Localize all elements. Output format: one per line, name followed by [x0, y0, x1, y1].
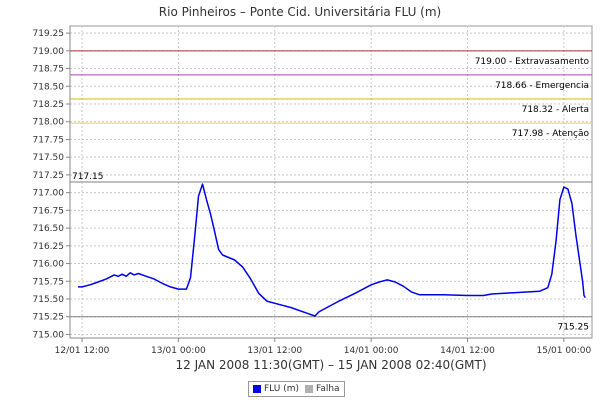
y-tick-label: 717.25: [33, 171, 65, 181]
y-tick-label: 717.50: [33, 153, 65, 163]
y-tick-label: 718.00: [33, 118, 65, 128]
y-tick-label: 719.25: [33, 29, 65, 39]
y-tick-label: 715.50: [33, 295, 65, 305]
reference-line-label: 717.98 - Atenção: [512, 129, 590, 139]
legend-item-falha: Falha: [304, 384, 340, 394]
reference-line-label: 719.00 - Extravasamento: [475, 57, 590, 67]
y-tick-label: 717.75: [33, 135, 65, 145]
reference-lines: 719.00 - Extravasamento 718.66 - Emergenc…: [70, 50, 592, 333]
x-tick-label: 12/01 12:00: [55, 346, 110, 356]
x-axis-title: 12 JAN 2008 11:30(GMT) – 15 JAN 2008 02:…: [175, 358, 486, 372]
y-tick-label: 716.50: [33, 224, 65, 234]
y-gridlines: [70, 32, 592, 335]
y-tick-label: 716.25: [33, 242, 65, 252]
y-tick-label: 715.00: [33, 330, 65, 340]
series-line-flu: [78, 183, 586, 317]
x-tick-label: 15/01 00:00: [537, 346, 592, 356]
y-tick-label: 715.25: [33, 313, 65, 323]
x-tick-label: 13/01 00:00: [151, 346, 206, 356]
y-axis: 715.00 715.25 715.50 715.75 716.00 716.25 716.…: [33, 26, 71, 340]
legend-item-flu: FLU (m): [253, 384, 299, 394]
series-layer: [78, 183, 586, 317]
y-tick-label: 716.00: [33, 260, 65, 270]
legend: FLU (m) Falha: [248, 381, 345, 397]
legend-swatch-flu: [253, 385, 261, 393]
legend-swatch-falha: [304, 385, 313, 393]
legend-label-falha: Falha: [315, 384, 340, 394]
reference-line-label: 718.32 - Alerta: [522, 105, 589, 115]
y-tick-label: 716.75: [33, 206, 65, 216]
x-axis: 12/01 12:00 13/01 00:00 13/01 12:00 14/01 0…: [55, 337, 592, 356]
chart-title: Rio Pinheiros – Ponte Cid. Universitária…: [159, 5, 441, 19]
y-tick-label: 717.00: [33, 189, 65, 199]
reference-line-label: 718.66 - Emergencia: [495, 81, 589, 91]
y-tick-label: 718.25: [33, 100, 65, 110]
x-tick-label: 13/01 12:00: [247, 346, 302, 356]
y-tick-label: 718.50: [33, 82, 65, 92]
x-tick-label: 14/01 12:00: [440, 346, 495, 356]
x-tick-label: 14/01 00:00: [344, 346, 399, 356]
reference-line-label: 715.25: [558, 323, 590, 333]
reference-line-label: 717.15: [72, 172, 104, 182]
legend-label-flu: FLU (m): [264, 384, 299, 394]
y-tick-label: 718.75: [33, 65, 65, 75]
y-tick-label: 715.75: [33, 277, 65, 287]
y-tick-label: 719.00: [33, 47, 65, 57]
